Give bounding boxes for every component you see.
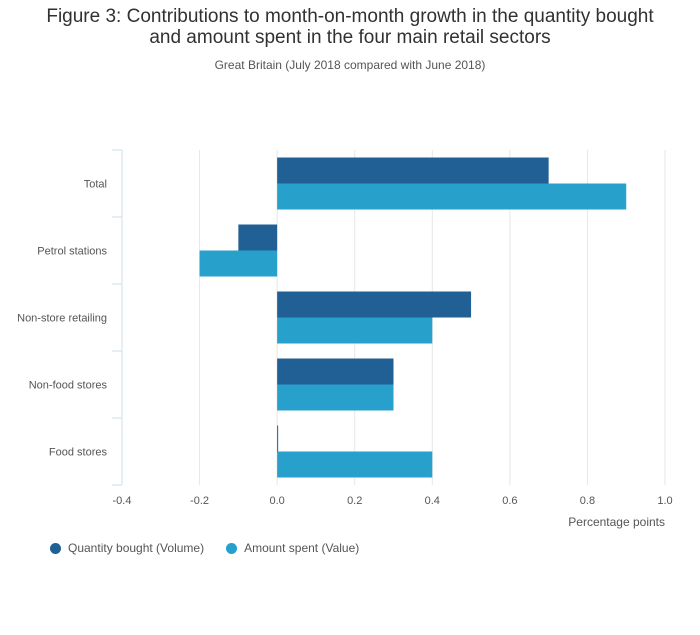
category-label: Food stores <box>49 447 108 459</box>
legend-label-volume: Quantity bought (Volume) <box>68 541 205 555</box>
chart-title-line-2: and amount spent in the four main retail… <box>149 27 551 48</box>
category-label: Petrol stations <box>37 246 107 258</box>
x-tick-label: 0.2 <box>347 495 362 507</box>
bar-value <box>277 384 394 411</box>
legend-label-value: Amount spent (Value) <box>244 541 360 555</box>
bar-value <box>277 317 433 344</box>
bar-volume <box>277 291 472 318</box>
bar-volume <box>277 358 394 385</box>
chart-title: Figure 3: Contributions to month-on-mont… <box>0 6 700 48</box>
bar-volume <box>277 157 549 184</box>
x-tick-label: 0.6 <box>502 495 517 507</box>
legend-swatch-volume <box>50 542 61 554</box>
legend: Quantity bought (Volume) Amount spent (V… <box>50 541 359 555</box>
bar-value <box>277 183 627 210</box>
x-axis-title: Percentage points <box>568 515 665 529</box>
legend-swatch-value <box>226 542 238 554</box>
x-tick-label: -0.4 <box>113 495 132 507</box>
category-label: Total <box>84 179 107 191</box>
chart-title-line-1: Figure 3: Contributions to month-on-mont… <box>46 6 654 27</box>
x-tick-label: 0.0 <box>269 495 284 507</box>
bar-value <box>277 451 433 478</box>
chart-subtitle: Great Britain (July 2018 compared with J… <box>214 58 486 72</box>
x-tick-label: 0.8 <box>580 495 595 507</box>
x-tick-label: -0.2 <box>190 495 209 507</box>
category-label: Non-food stores <box>29 380 108 392</box>
bar-volume <box>238 224 278 251</box>
bar-volume <box>277 425 279 452</box>
x-tick-label: 1.0 <box>657 495 672 507</box>
legend-item-volume[interactable]: Quantity bought (Volume) <box>50 541 204 555</box>
x-tick-label: 0.4 <box>425 495 440 507</box>
legend-item-value[interactable]: Amount spent (Value) <box>226 541 359 555</box>
category-label: Non-store retailing <box>17 313 107 325</box>
bar-value <box>199 250 278 277</box>
